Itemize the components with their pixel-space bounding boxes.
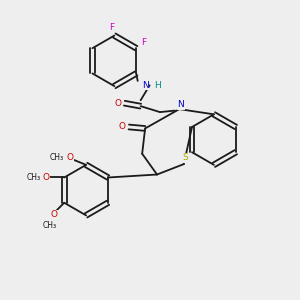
Text: F: F [141,38,146,47]
Text: O: O [114,99,121,108]
Text: O: O [66,153,73,162]
Text: S: S [182,153,188,162]
Text: H: H [154,81,161,90]
Text: CH₃: CH₃ [26,173,41,182]
Text: N: N [177,100,184,109]
Text: CH₃: CH₃ [42,220,56,230]
Text: CH₃: CH₃ [50,153,64,162]
Text: N: N [142,81,148,90]
Text: O: O [119,122,126,131]
Text: F: F [109,23,114,32]
Text: O: O [43,173,50,182]
Text: O: O [50,210,57,219]
